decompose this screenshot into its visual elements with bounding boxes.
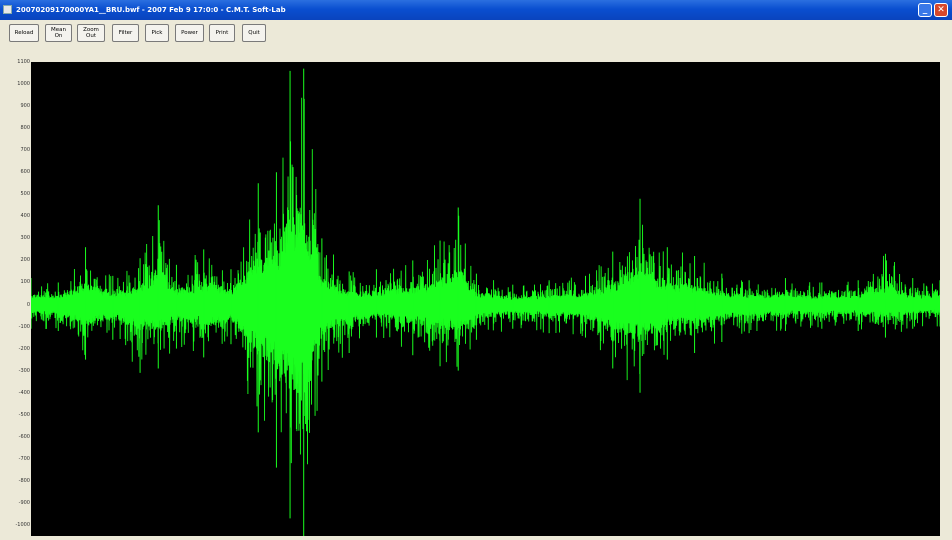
waveform-svg (31, 68, 940, 536)
y-tick-label: 700 (20, 147, 30, 154)
y-tick-label: 1000 (17, 81, 30, 88)
toolbar: Reload Mean On Zoom Out Filter Pick Powe… (0, 20, 952, 46)
y-tick-label: -400 (18, 389, 30, 396)
y-tick-label: -700 (18, 455, 30, 462)
window-title: 20070209170000YA1__BRU.bwf - 2007 Feb 9 … (16, 6, 286, 14)
y-tick-label: -900 (18, 499, 30, 506)
print-button[interactable]: Print (209, 24, 235, 42)
close-button[interactable]: ✕ (934, 3, 948, 17)
mean-on-button[interactable]: Mean On (45, 24, 72, 42)
app-icon (3, 5, 12, 14)
y-tick-label: -100 (18, 323, 30, 330)
y-tick-label: 600 (20, 169, 30, 176)
y-tick-label: 800 (20, 125, 30, 132)
reload-button[interactable]: Reload (9, 24, 39, 42)
y-tick-label: -1000 (15, 521, 30, 528)
zoom-out-button[interactable]: Zoom Out (77, 24, 105, 42)
y-tick-label: -200 (18, 345, 30, 352)
y-tick-label: 500 (20, 191, 30, 198)
y-tick-label: -600 (18, 433, 30, 440)
y-tick-label: 900 (20, 103, 30, 110)
y-tick-label: -800 (18, 477, 30, 484)
minimize-button[interactable]: _ (918, 3, 932, 17)
waveform-chart: 1100 1000 900 800 700 600 500 400 300 200 100 0 -100… (0, 46, 952, 540)
title-bar[interactable]: 20070209170000YA1__BRU.bwf - 2007 Feb 9 … (0, 0, 952, 20)
y-tick-label: -500 (18, 411, 30, 418)
y-tick-label: 300 (20, 235, 30, 242)
filter-button[interactable]: Filter (112, 24, 139, 42)
quit-button[interactable]: Quit (242, 24, 266, 42)
pick-button[interactable]: Pick (145, 24, 169, 42)
plot-area[interactable] (31, 62, 940, 536)
y-tick-label: 0 (26, 301, 30, 308)
signal-trace (31, 97, 940, 465)
y-tick-label: -300 (18, 367, 30, 374)
power-button[interactable]: Power (175, 24, 204, 42)
y-tick-label: 400 (20, 213, 30, 220)
y-tick-label: 200 (20, 257, 30, 264)
y-tick-label: 1100 (17, 59, 30, 65)
y-tick-label: 100 (20, 279, 30, 286)
